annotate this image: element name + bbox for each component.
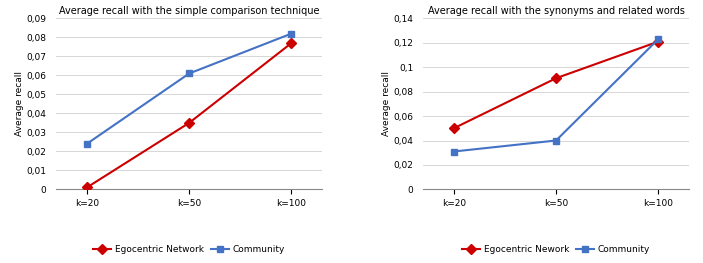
Egocentric Nework (552, 77, 560, 80)
Y-axis label: Average recall: Average recall (15, 71, 24, 136)
Community (185, 72, 193, 75)
Community (288, 32, 296, 35)
Egocentric Network (83, 186, 91, 189)
Community (83, 142, 91, 145)
Egocentric Nework (654, 40, 662, 43)
Legend: Egocentric Nework, Community: Egocentric Nework, Community (458, 242, 654, 258)
Community (654, 38, 662, 41)
Community (552, 139, 560, 142)
Legend: Egocentric Network, Community: Egocentric Network, Community (89, 242, 289, 258)
Title: Average recall with the synonyms and related words: Average recall with the synonyms and rel… (427, 6, 685, 16)
Egocentric Network (288, 42, 296, 45)
Line: Community: Community (84, 30, 295, 147)
Egocentric Nework (449, 127, 458, 130)
Egocentric Network (185, 121, 193, 124)
Line: Egocentric Network: Egocentric Network (84, 40, 295, 191)
Community (449, 150, 458, 153)
Line: Egocentric Nework: Egocentric Nework (451, 38, 662, 132)
Title: Average recall with the simple comparison technique: Average recall with the simple compariso… (59, 6, 319, 16)
Y-axis label: Average recall: Average recall (382, 71, 391, 136)
Line: Community: Community (451, 36, 662, 155)
